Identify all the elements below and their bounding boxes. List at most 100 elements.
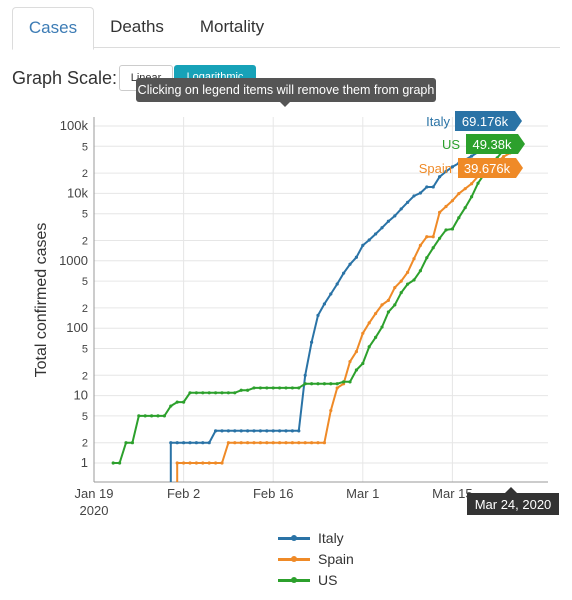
- data-point-italy: [367, 238, 371, 242]
- data-point-spain: [322, 441, 326, 445]
- data-point-spain: [233, 441, 237, 445]
- data-point-spain: [220, 461, 224, 465]
- data-point-us: [111, 461, 115, 465]
- legend-tooltip: Clicking on legend items will remove the…: [136, 78, 436, 102]
- data-point-spain: [207, 461, 211, 465]
- data-point-italy: [297, 429, 301, 433]
- data-point-italy: [470, 154, 474, 158]
- data-point-spain: [284, 441, 288, 445]
- hover-pointer-us: [518, 134, 525, 154]
- data-point-us: [124, 441, 128, 445]
- data-point-spain: [361, 331, 365, 335]
- data-point-spain: [406, 270, 410, 274]
- hover-pointer-spain: [516, 158, 523, 178]
- data-point-italy: [303, 373, 307, 377]
- legend-label-spain: Spain: [318, 551, 354, 567]
- data-point-us: [393, 303, 397, 307]
- data-point-spain: [348, 359, 352, 364]
- legend-marker-us: [291, 577, 297, 583]
- data-point-italy: [374, 232, 378, 236]
- tab-bar-divider: [12, 47, 560, 48]
- data-point-spain: [258, 441, 262, 445]
- data-point-spain: [354, 349, 358, 354]
- data-point-italy: [380, 226, 384, 230]
- data-point-us: [169, 404, 173, 408]
- data-point-us: [271, 386, 275, 390]
- data-point-us: [329, 382, 333, 386]
- data-point-italy: [399, 207, 403, 211]
- data-point-italy: [278, 429, 282, 433]
- y-tick-label: 5: [82, 411, 88, 423]
- data-point-spain: [386, 298, 390, 302]
- y-tick-label: 2: [82, 370, 88, 382]
- y-tick-label: 1000: [59, 253, 88, 268]
- data-point-spain: [463, 187, 467, 191]
- data-point-spain: [393, 286, 397, 290]
- data-point-us: [450, 227, 454, 231]
- x-tick-label: Mar 15: [432, 486, 472, 501]
- data-point-us: [143, 414, 147, 418]
- data-point-spain: [438, 210, 442, 214]
- data-point-spain: [418, 243, 422, 247]
- y-tick-label: 100: [66, 320, 88, 335]
- data-point-spain: [246, 441, 250, 445]
- graph-scale-label: Graph Scale:: [12, 68, 118, 88]
- data-point-us: [188, 391, 192, 395]
- data-point-italy: [322, 302, 326, 306]
- tab-deaths[interactable]: Deaths: [110, 17, 164, 36]
- data-point-us: [431, 246, 435, 250]
- data-point-spain: [252, 441, 256, 445]
- data-point-us: [297, 386, 301, 390]
- data-point-us: [367, 345, 371, 349]
- x-tick-label: Jan 19: [74, 486, 113, 501]
- data-point-us: [354, 368, 358, 372]
- data-point-us: [418, 269, 422, 273]
- data-point-italy: [393, 214, 397, 218]
- legend-marker-spain: [291, 556, 297, 562]
- data-point-italy: [258, 429, 262, 433]
- y-tick-label: 2: [82, 236, 88, 248]
- data-point-italy: [425, 185, 429, 189]
- data-point-spain: [310, 441, 314, 445]
- hover-value-spain: 39.676k: [464, 161, 511, 176]
- y-tick-label: 5: [82, 141, 88, 153]
- data-point-us: [201, 391, 205, 395]
- data-point-us: [252, 386, 256, 390]
- data-point-us: [470, 195, 474, 199]
- data-point-spain: [380, 303, 384, 307]
- tab-mortality[interactable]: Mortality: [199, 17, 265, 36]
- data-point-us: [399, 291, 403, 295]
- y-tick-label: 100k: [60, 118, 89, 133]
- data-point-us: [310, 382, 314, 386]
- data-point-us: [438, 236, 442, 240]
- tab-cases[interactable]: Cases: [12, 7, 94, 50]
- data-point-us: [374, 335, 378, 340]
- chart-axes: 1 2 5 10 2 5 100 2 5 1000 2 5 10k 2 5 100k Jan 19 2020 Feb…: [33, 117, 548, 518]
- data-point-us: [425, 256, 429, 260]
- data-point-spain: [316, 441, 320, 445]
- hover-name-us: US: [442, 137, 460, 152]
- data-point-us: [278, 386, 282, 390]
- data-point-spain: [290, 441, 294, 445]
- data-point-us: [342, 380, 346, 384]
- data-point-us: [214, 391, 218, 395]
- data-point-italy: [182, 441, 186, 445]
- data-point-spain: [374, 311, 378, 316]
- y-tick-label: 2: [82, 438, 88, 450]
- data-point-us: [457, 216, 461, 220]
- data-point-italy: [354, 255, 358, 259]
- data-point-spain: [214, 461, 218, 465]
- y-tick-label: 5: [82, 276, 88, 288]
- hover-labels: 69.176k Italy 49.38k US 39.676k Spain Mar 24, …: [419, 111, 559, 515]
- y-tick-label: 5: [82, 209, 88, 221]
- data-point-spain: [271, 441, 275, 445]
- data-point-spain: [303, 441, 307, 445]
- legend-label-us: US: [318, 572, 338, 588]
- data-point-italy: [418, 191, 422, 195]
- data-point-us: [175, 400, 179, 404]
- data-point-italy: [361, 243, 365, 247]
- data-point-us: [406, 282, 410, 286]
- hover-box-spain: [458, 158, 516, 178]
- y-tick-label: 2: [82, 168, 88, 180]
- data-point-italy: [207, 441, 211, 445]
